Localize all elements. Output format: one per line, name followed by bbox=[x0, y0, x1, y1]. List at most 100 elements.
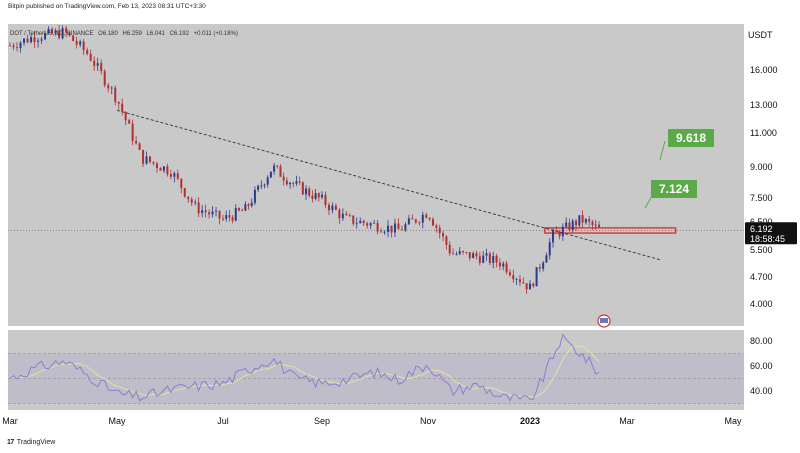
candle-body bbox=[305, 188, 308, 195]
support-zone bbox=[544, 227, 677, 234]
candle-body bbox=[183, 188, 186, 197]
candle-body bbox=[321, 194, 323, 198]
close-value: C6.192 bbox=[169, 31, 189, 37]
candle-body bbox=[292, 182, 295, 184]
descending-trendline bbox=[116, 109, 661, 261]
candle-body bbox=[204, 210, 207, 213]
candle-body bbox=[518, 279, 521, 283]
candle-body bbox=[393, 223, 396, 233]
candle-body bbox=[468, 252, 471, 259]
candle-body bbox=[538, 267, 541, 269]
candle-body bbox=[228, 215, 231, 218]
candle-body bbox=[462, 251, 465, 253]
candle-body bbox=[581, 215, 584, 223]
candle-body bbox=[324, 194, 327, 205]
symbol-label[interactable]: DOT / TetherUS, 1D, BINANCE bbox=[10, 31, 94, 37]
candle-body bbox=[40, 39, 43, 41]
candle-body bbox=[190, 199, 193, 203]
candle-body bbox=[591, 221, 594, 226]
countdown-label: 18:58:45 bbox=[750, 234, 785, 244]
candle-body bbox=[414, 219, 417, 223]
axis-strip bbox=[744, 24, 800, 411]
time-tick-label: Sep bbox=[314, 416, 330, 426]
candle-body bbox=[187, 196, 190, 200]
candle-body bbox=[19, 42, 22, 49]
candle-body bbox=[152, 161, 155, 164]
candle-body bbox=[218, 210, 221, 219]
time-tick-label: Mar bbox=[619, 416, 635, 426]
candle-body bbox=[75, 40, 78, 45]
candle-body bbox=[428, 217, 431, 220]
candle-body bbox=[532, 283, 535, 287]
candle-body bbox=[338, 209, 341, 219]
candle-body bbox=[72, 35, 75, 41]
candle-body bbox=[584, 219, 587, 223]
candle-body bbox=[215, 210, 218, 212]
candle-body bbox=[12, 45, 15, 48]
candle-body bbox=[89, 53, 92, 61]
time-tick-label: Nov bbox=[420, 416, 437, 426]
price-tick-label: 16.000 bbox=[750, 65, 778, 75]
candle-body bbox=[411, 218, 414, 220]
candle-body bbox=[298, 181, 301, 183]
candle-body bbox=[33, 37, 36, 43]
price-label: 6.192 bbox=[750, 224, 773, 234]
time-tick-label: 2023 bbox=[520, 416, 540, 426]
rsi-tick-label: 80.00 bbox=[750, 336, 773, 346]
candle-body bbox=[515, 279, 518, 280]
candle-body bbox=[225, 215, 228, 219]
candle-body bbox=[107, 85, 110, 89]
candle-body bbox=[373, 222, 376, 224]
candle-body bbox=[51, 28, 54, 34]
candle-body bbox=[65, 28, 68, 33]
candle-body bbox=[512, 275, 515, 280]
candle-body bbox=[362, 220, 365, 224]
candle-body bbox=[114, 87, 117, 102]
brand-name[interactable]: TradingView bbox=[16, 439, 56, 446]
footer: 17 TradingView bbox=[7, 439, 55, 446]
candle-body bbox=[535, 267, 538, 287]
candle-body bbox=[100, 63, 103, 72]
candle-body bbox=[348, 215, 351, 217]
candle-body bbox=[421, 214, 424, 223]
target-box bbox=[668, 129, 714, 147]
price-label-box bbox=[745, 222, 797, 245]
candle-body bbox=[138, 143, 141, 150]
candle-body bbox=[269, 171, 272, 178]
candle-body bbox=[505, 263, 508, 273]
tradingview-logo-icon: 17 bbox=[7, 439, 14, 446]
candle-body bbox=[482, 255, 485, 263]
candle-body bbox=[257, 185, 260, 190]
candle-body bbox=[159, 168, 162, 171]
candle-body bbox=[488, 253, 491, 263]
candle-body bbox=[552, 230, 555, 243]
candle-body bbox=[366, 223, 369, 226]
candle-body bbox=[571, 220, 574, 230]
price-tick-label: 13.000 bbox=[750, 100, 778, 110]
rsi-ma-line bbox=[9, 345, 600, 399]
candle-body bbox=[234, 208, 237, 221]
candle-body bbox=[244, 204, 247, 211]
candle-body bbox=[263, 184, 266, 186]
candle-body bbox=[498, 262, 501, 267]
candle-body bbox=[253, 189, 256, 203]
rsi-line bbox=[9, 333, 600, 402]
price-tick-label: 9.000 bbox=[750, 162, 773, 172]
candle-body bbox=[578, 215, 581, 226]
publisher-line: Bitpin published on TradingView.com, Feb… bbox=[8, 3, 206, 10]
candle-body bbox=[475, 253, 478, 257]
candle-body bbox=[311, 195, 314, 199]
rsi-pane-bg bbox=[8, 330, 744, 410]
candle-body bbox=[23, 38, 26, 43]
candle-body bbox=[308, 188, 311, 196]
candle-body bbox=[68, 32, 71, 36]
candle-body bbox=[54, 30, 57, 34]
candle-body bbox=[438, 227, 441, 234]
candle-body bbox=[211, 211, 214, 215]
candle-body bbox=[121, 103, 124, 112]
candle-body bbox=[96, 63, 99, 66]
candle-body bbox=[26, 38, 29, 43]
candle-body bbox=[231, 217, 234, 221]
